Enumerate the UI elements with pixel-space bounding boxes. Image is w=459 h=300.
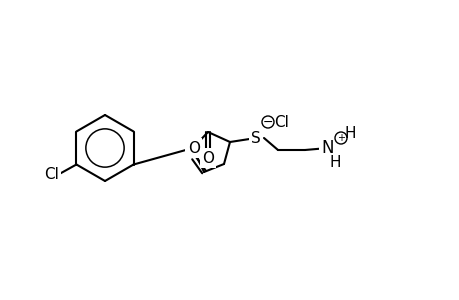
Text: O: O	[202, 151, 213, 166]
Text: −: −	[262, 116, 273, 128]
Text: Cl: Cl	[44, 167, 59, 182]
Text: Cl: Cl	[274, 115, 289, 130]
Text: N: N	[187, 140, 198, 155]
Text: N: N	[321, 139, 334, 157]
Text: H: H	[343, 125, 355, 140]
Text: O: O	[188, 140, 200, 155]
Text: S: S	[251, 130, 260, 146]
Text: H: H	[329, 154, 340, 169]
Text: +: +	[336, 133, 344, 143]
